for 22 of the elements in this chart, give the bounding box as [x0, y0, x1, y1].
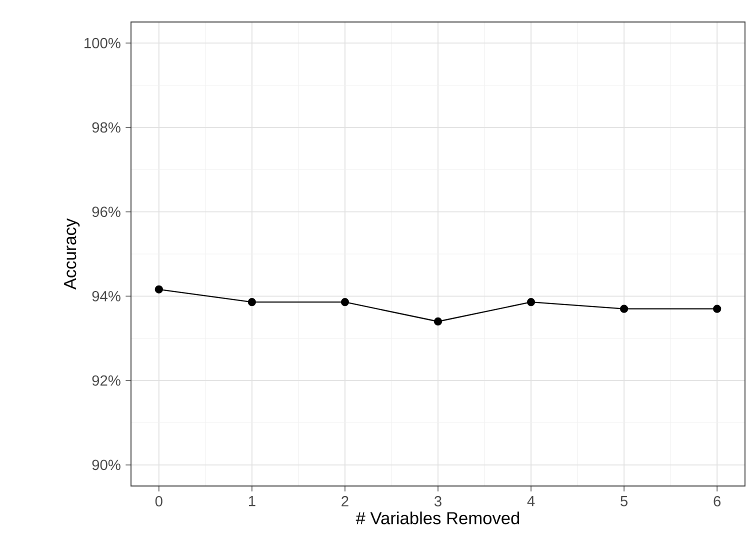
- point: [713, 304, 722, 313]
- x-tick-label: 1: [248, 496, 256, 506]
- y-tick-label: 94%: [92, 291, 120, 302]
- y-tick-label: 98%: [92, 122, 120, 133]
- y-tick-label: 92%: [92, 375, 120, 386]
- y-tick-label: 90%: [92, 460, 120, 470]
- y-tick-label: 96%: [92, 206, 120, 218]
- x-tick-label: 0: [155, 496, 162, 506]
- x-tick-label: 6: [714, 496, 721, 506]
- point: [248, 298, 256, 306]
- point: [434, 317, 442, 326]
- point: [340, 298, 350, 306]
- x-tick-label: 5: [620, 496, 628, 506]
- y-tick-label: 100%: [84, 38, 120, 48]
- x-tick-label: 3: [434, 496, 442, 506]
- point: [620, 304, 628, 313]
- x-tick-label: 2: [342, 496, 348, 506]
- x-tick-label: 4: [527, 496, 535, 506]
- point: [526, 298, 536, 306]
- x-axis-title: # Variables Removed: [356, 512, 520, 524]
- point: [154, 285, 163, 294]
- y-axis-title: Accuracy: [64, 218, 80, 290]
